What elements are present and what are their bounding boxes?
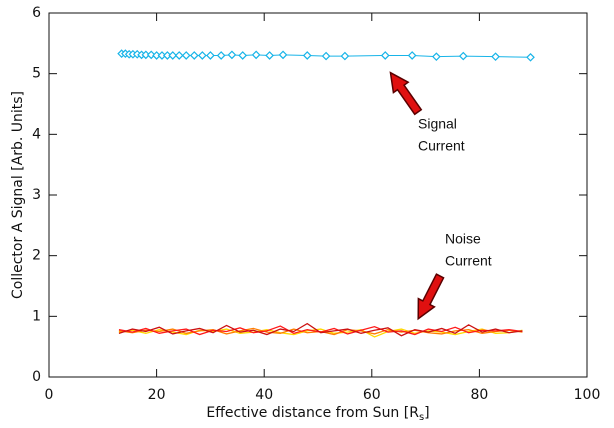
data-point [491,52,500,62]
signal-arrow [389,71,423,116]
x-label-end: ] [424,405,429,421]
data-point [380,51,390,60]
x-tick-label: 100 [574,387,601,403]
data-point [227,50,237,60]
data-point [251,50,261,60]
x-tick-label: 80 [470,387,488,403]
y-tick-label: 0 [32,369,41,385]
y-tick-label: 1 [32,308,41,324]
data-point [206,51,215,60]
x-tick-label: 60 [363,387,381,403]
data-point [174,51,184,60]
y-tick-label: 5 [32,66,41,82]
data-point [340,51,350,61]
y-tick-label: 6 [32,5,41,21]
annotation: Noise [445,231,481,247]
data-point [278,50,288,60]
y-tick-label: 3 [32,187,41,203]
y-axis-label: Collector A Signal [Arb. Units] [10,91,26,299]
annotation: Current [418,138,465,154]
x-tick-label: 20 [148,387,166,403]
annotation: Signal [418,116,457,132]
series-line [118,328,523,338]
data-point [526,52,535,62]
y-tick-label: 2 [32,248,41,264]
series-line [118,322,523,337]
annotation: Current [445,253,492,269]
data-point [407,51,417,60]
data-point [189,51,199,60]
data-point [168,51,178,60]
noise-arrow [417,273,445,321]
data-point [216,51,226,60]
data-point [432,52,441,62]
data-point [302,51,312,60]
data-point [197,51,207,60]
x-label-main: Effective distance from Sun [R [206,405,419,421]
x-tick-label: 40 [255,387,273,403]
data-point [181,51,191,60]
data-point [265,51,274,60]
data-point [321,51,331,61]
data-point [238,51,248,60]
data-point [146,50,156,60]
x-tick-label: 0 [45,387,54,403]
y-tick-label: 4 [32,126,41,142]
data-point [458,51,468,61]
plot-frame [48,12,588,378]
x-label-sub: s [419,412,424,423]
x-axis-label: Effective distance from Sun [Rs] [206,405,429,423]
